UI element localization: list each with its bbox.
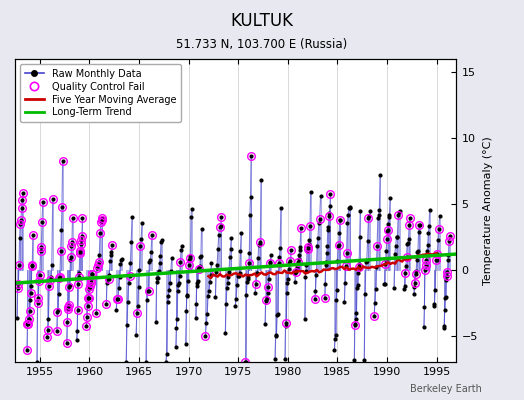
- Text: 51.733 N, 103.700 E (Russia): 51.733 N, 103.700 E (Russia): [177, 38, 347, 51]
- Text: KULTUK: KULTUK: [231, 12, 293, 30]
- Legend: Raw Monthly Data, Quality Control Fail, Five Year Moving Average, Long-Term Tren: Raw Monthly Data, Quality Control Fail, …: [20, 64, 181, 122]
- Text: Berkeley Earth: Berkeley Earth: [410, 384, 482, 394]
- Y-axis label: Temperature Anomaly (°C): Temperature Anomaly (°C): [483, 136, 493, 285]
